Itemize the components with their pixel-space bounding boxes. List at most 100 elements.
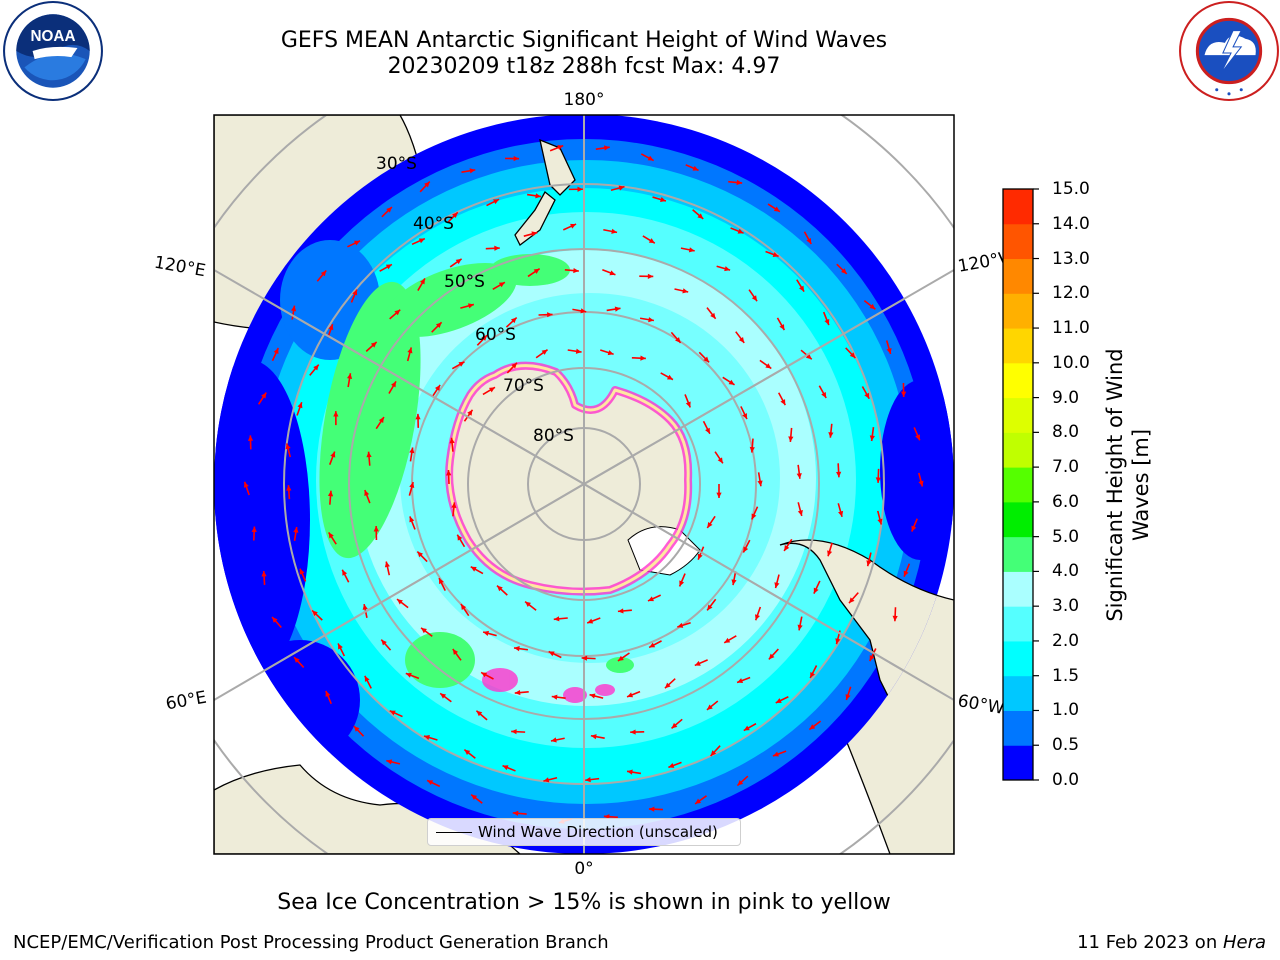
wind-wave-arrowhead [325,690,331,697]
wind-wave-arrowhead [666,374,673,380]
colorbar-bin [1003,328,1033,364]
wind-wave-arrowhead [557,145,564,151]
wind-wave-arrowhead [405,672,412,678]
credit-date: 11 Feb 2023 on [1077,932,1223,953]
svg-text:NOAA: NOAA [31,28,76,45]
wind-wave-arrowhead [547,312,553,318]
wind-wave-arrowhead [911,525,917,532]
wind-wave-arrowhead [647,596,654,602]
colorbar-bin [1003,432,1033,468]
wind-wave-arrowhead [797,510,803,516]
wind-wave-arrowhead [585,777,591,783]
wind-wave-arrowhead [476,710,483,717]
credit-host: Hera [1222,932,1266,953]
colorbar-tick-label: 4.0 [1052,561,1080,582]
wind-wave-arrowhead [835,638,841,645]
wind-wave-arrowhead [671,722,678,729]
wind-wave-arrowhead [705,427,710,434]
wind-wave-arrowhead [338,643,343,650]
wind-wave-arrowhead [297,402,303,409]
colorbar-bin [1003,536,1033,572]
wind-wave-arrowhead [869,435,875,442]
wind-wave-arrowhead [736,179,743,186]
colorbar-frame [1002,188,1034,781]
colorbar-bin [1003,606,1033,642]
colorbar-tick-label: 2.0 [1052,630,1080,651]
wind-wave-arrowhead [364,675,370,682]
wind-wave-arrowhead [370,342,377,348]
wind-wave-arrowhead [692,165,699,171]
colorbar-tick-label: 3.0 [1052,596,1080,617]
colorbar-title: Significant Height of Wind Waves [m] [1102,348,1154,621]
wind-wave-arrowhead [577,186,583,192]
wind-wave-arrowhead [836,471,842,478]
colorbar-bin [1003,745,1033,781]
wind-wave-arrowhead [849,352,856,359]
wind-wave-arrowhead [551,694,558,700]
wind-wave-arrowhead [772,252,779,257]
wind-wave-arrowhead [679,580,685,587]
wind-wave-arrowhead [286,485,292,491]
colorbar-tick-label: 7.0 [1052,457,1080,478]
wind-wave-arrowhead [535,193,541,199]
wind-wave-arrowhead [394,309,401,316]
wind-wave-arrowhead [749,446,755,453]
map-legend: Wind Wave Direction (unscaled) [427,818,741,846]
wind-wave-arrowhead [467,409,473,416]
wind-wave-arrowhead [617,608,624,614]
wind-wave-arrowhead [531,231,538,237]
sea-ice-edge [445,361,693,596]
wind-wave-arrowhead [409,447,415,454]
wind-wave-arrowhead [869,655,875,662]
wind-wave-arrowhead [717,457,723,464]
wind-wave-arrowhead [385,264,392,270]
wind-wave-arrowhead [312,610,318,617]
wind-wave-arrowhead [320,270,327,277]
colorbar-bin [1003,467,1033,503]
wind-wave-arrowhead [419,278,425,285]
colorbar-tick-label: 15.0 [1052,179,1090,199]
legend-label: Wind Wave Direction (unscaled) [478,823,718,841]
wind-wave-arrowhead [724,637,731,643]
colorbar-title-line1: Significant Height of Wind [1103,348,1127,622]
wind-wave-arrowhead [273,347,279,354]
wind-wave-arrowhead [378,417,384,423]
wind-wave-arrowhead [313,364,319,371]
wind-wave-arrowhead [900,391,907,398]
wind-wave-arrowhead [386,759,393,765]
wind-wave-arrowhead [481,335,488,341]
colorbar-bin [1003,640,1033,677]
colorbar-bin [1003,189,1033,225]
wind-wave-arrowhead [724,266,731,272]
colorbar-tick-label: 14.0 [1052,213,1090,234]
wind-wave-arrowhead [649,642,656,648]
wind-wave-arrowhead [827,550,833,557]
wind-wave-arrowhead [353,726,360,732]
wind-wave-arrowhead [333,411,339,417]
wind-wave-arrowhead [424,181,430,188]
wind-wave-arrowhead [533,268,540,274]
wind-wave-arrowhead [915,434,920,441]
wind-wave-arrowhead [675,337,681,343]
colorbar-bin [1003,362,1033,399]
wind-wave-arrowhead [261,392,267,399]
wind-wave-arrowhead [497,585,503,592]
wind-wave-arrowhead [467,303,474,309]
wind-wave-arrowhead [421,627,427,634]
wind-wave-arrowhead [892,615,898,622]
wind-wave-arrowhead [424,735,430,741]
wind-wave-arrowhead [772,751,779,757]
wind-wave-arrowhead [471,794,478,801]
wind-wave-arrowhead [648,317,654,323]
colorbar-tick-label: 1.5 [1052,665,1080,686]
lat-label-50s: 50°S [444,272,485,292]
wind-wave-arrowhead [352,289,358,296]
wind-wave-arrowhead [813,587,819,594]
colorbar-bin [1003,397,1033,433]
wind-wave-arrowhead [449,437,455,444]
wind-wave-arrowhead [627,769,633,775]
wind-wave-arrowhead [797,624,803,631]
wind-wave-arrowhead [875,477,881,483]
wind-wave-arrowhead [590,734,597,740]
